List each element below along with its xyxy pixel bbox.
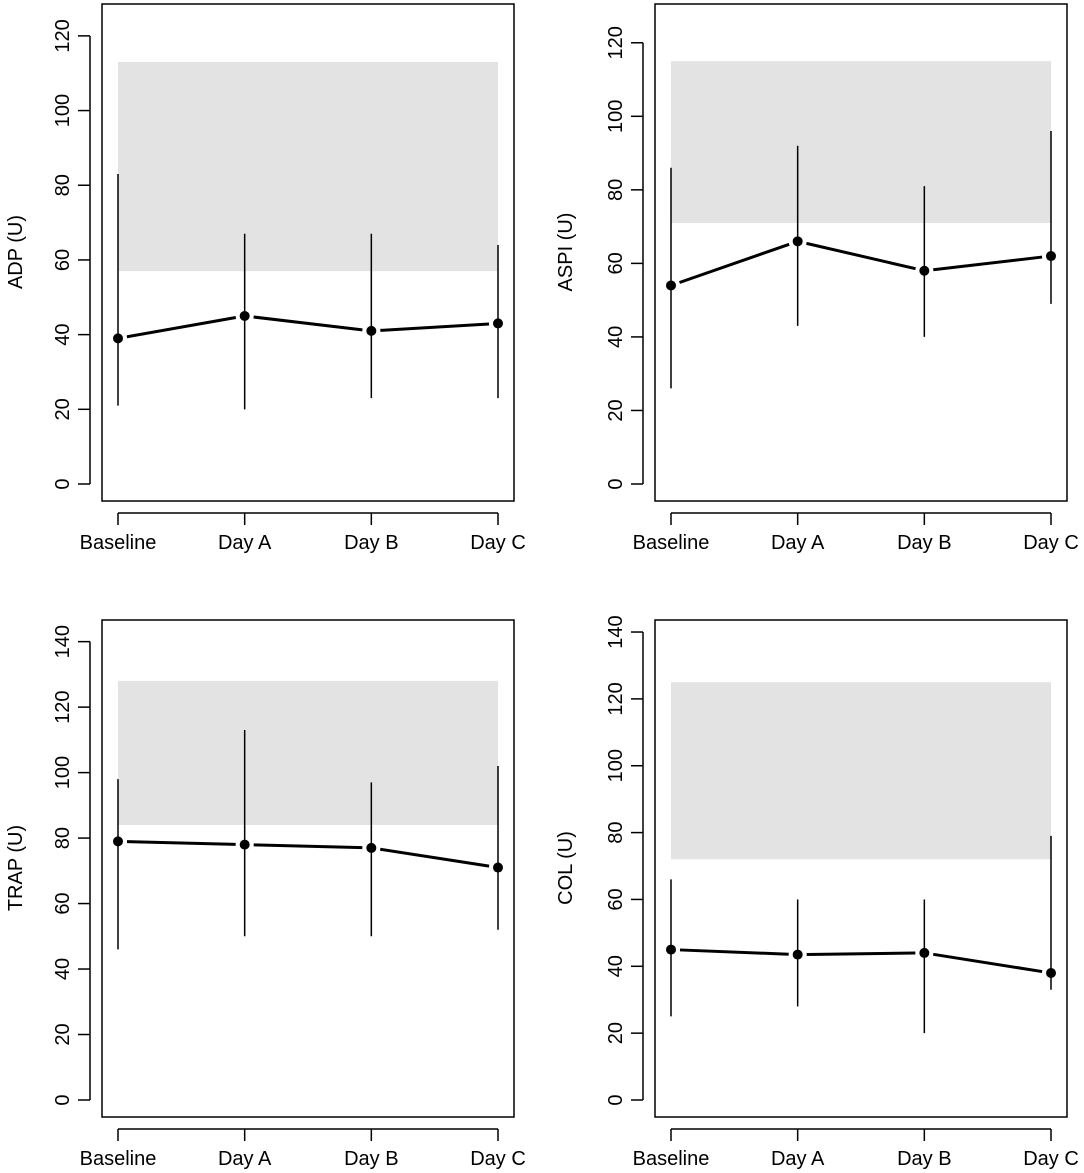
y-tick-label: 80 [605, 179, 627, 201]
reference-range-band [118, 680, 498, 825]
y-tick-label: 20 [605, 1022, 627, 1044]
y-tick-label: 140 [52, 625, 74, 658]
data-point [239, 310, 250, 321]
series-line-segment [380, 322, 490, 332]
y-tick-label: 80 [52, 827, 74, 849]
data-point [666, 944, 676, 955]
y-tick-label: 0 [605, 1094, 627, 1105]
x-tick-label: Day C [1023, 532, 1079, 554]
y-axis-title: COL (U) [555, 831, 577, 905]
y-tick-label: 100 [52, 94, 74, 127]
panel-aspi: ASPI (U) 0 20 40 60 80 100 120 Baseline Day A Day… [555, 3, 1079, 554]
y-tick-label: 0 [52, 1094, 74, 1105]
x-tick-label: Day C [1023, 1148, 1079, 1170]
marks-group: 0 20 40 60 80 100 120 Baseline Day A Day B Day C [52, 19, 526, 554]
y-tick-label: 120 [605, 682, 627, 715]
y-tick-label: 60 [52, 892, 74, 914]
x-tick-label: Baseline [80, 1148, 157, 1170]
panel-col: COL (U) 0 20 40 60 80 100 120 140 Baseline Day A D… [555, 615, 1079, 1170]
data-point [666, 280, 676, 291]
y-tick-label: 20 [52, 1023, 74, 1045]
y-tick-label: 100 [605, 100, 627, 133]
series-line-segment [679, 948, 789, 956]
series-line-segment [126, 840, 236, 846]
plot-frame [101, 3, 515, 502]
y-tick-label: 120 [605, 26, 627, 59]
y-tick-label: 80 [605, 821, 627, 843]
marks-group: 0 20 40 60 80 100 120 140 Baseline Day A Day B Day … [52, 625, 526, 1170]
y-tick-label: 60 [605, 888, 627, 910]
y-tick-label: 0 [52, 478, 74, 489]
plot-frame [654, 3, 1068, 502]
x-tick-label: Baseline [633, 532, 710, 554]
y-tick-label: 20 [605, 399, 627, 421]
data-point [366, 842, 377, 853]
x-tick-label: Day A [218, 532, 272, 554]
marks-group: 0 20 40 60 80 100 120 140 Baseline Day A Day B Day … [605, 615, 1079, 1170]
data-point [919, 265, 930, 276]
y-axis-title: TRAP (U) [5, 825, 27, 911]
x-tick-label: Day B [344, 1148, 398, 1170]
data-point [792, 949, 803, 960]
panel-trap: TRAP (U) 0 20 40 60 80 100 120 140 Baseline Day A… [5, 619, 526, 1170]
panel-adp: ADP (U) 0 20 40 60 80 100 120 Baseline Day A Day … [5, 3, 526, 554]
y-tick-label: 100 [605, 749, 627, 782]
data-point [919, 947, 930, 958]
series-line-segment [933, 255, 1043, 272]
data-point [113, 333, 123, 344]
y-axis-title: ASPI (U) [555, 213, 577, 292]
series-line-segment [379, 847, 490, 868]
y-tick-label: 140 [605, 615, 627, 648]
x-tick-label: Day C [470, 532, 526, 554]
y-tick-label: 20 [52, 398, 74, 420]
y-axis-title: ADP (U) [5, 215, 27, 289]
y-tick-label: 120 [52, 19, 74, 52]
series-line-segment [932, 952, 1043, 974]
y-tick-label: 0 [605, 478, 627, 489]
reference-range-band [671, 61, 1051, 223]
series-line-segment [253, 843, 363, 850]
y-tick-label: 100 [52, 756, 74, 789]
y-tick-label: 60 [605, 252, 627, 274]
data-point [366, 325, 377, 336]
x-tick-label: Day A [771, 532, 825, 554]
x-tick-label: Day C [470, 1148, 526, 1170]
data-point [1046, 967, 1056, 978]
x-tick-label: Day B [897, 1148, 951, 1170]
y-tick-label: 60 [52, 249, 74, 271]
y-tick-label: 40 [605, 326, 627, 348]
x-tick-label: Day B [897, 532, 951, 554]
y-tick-label: 120 [52, 690, 74, 723]
series-line-segment [253, 315, 363, 332]
x-tick-label: Day A [218, 1148, 272, 1170]
data-point [792, 236, 803, 247]
y-tick-label: 40 [605, 955, 627, 977]
series-line-segment [806, 241, 916, 271]
data-point [1046, 251, 1056, 262]
y-tick-label: 80 [52, 174, 74, 196]
y-tick-label: 40 [52, 958, 74, 980]
x-tick-label: Baseline [80, 532, 157, 554]
series-line-segment [126, 316, 237, 339]
y-tick-label: 40 [52, 324, 74, 346]
x-tick-label: Day A [771, 1148, 825, 1170]
data-point [113, 836, 123, 847]
plot-frame [101, 619, 515, 1118]
marks-group: 0 20 40 60 80 100 120 Baseline Day A Day B Day C [605, 26, 1079, 554]
data-point [239, 839, 250, 850]
reference-range-band [118, 62, 498, 272]
series-line-segment [806, 951, 916, 956]
plot-frame [654, 619, 1068, 1118]
data-point [493, 318, 503, 329]
x-tick-label: Baseline [633, 1148, 710, 1170]
x-tick-label: Day B [344, 532, 398, 554]
reference-range-band [671, 682, 1051, 860]
series-line-segment [679, 242, 790, 284]
data-point [493, 862, 503, 873]
